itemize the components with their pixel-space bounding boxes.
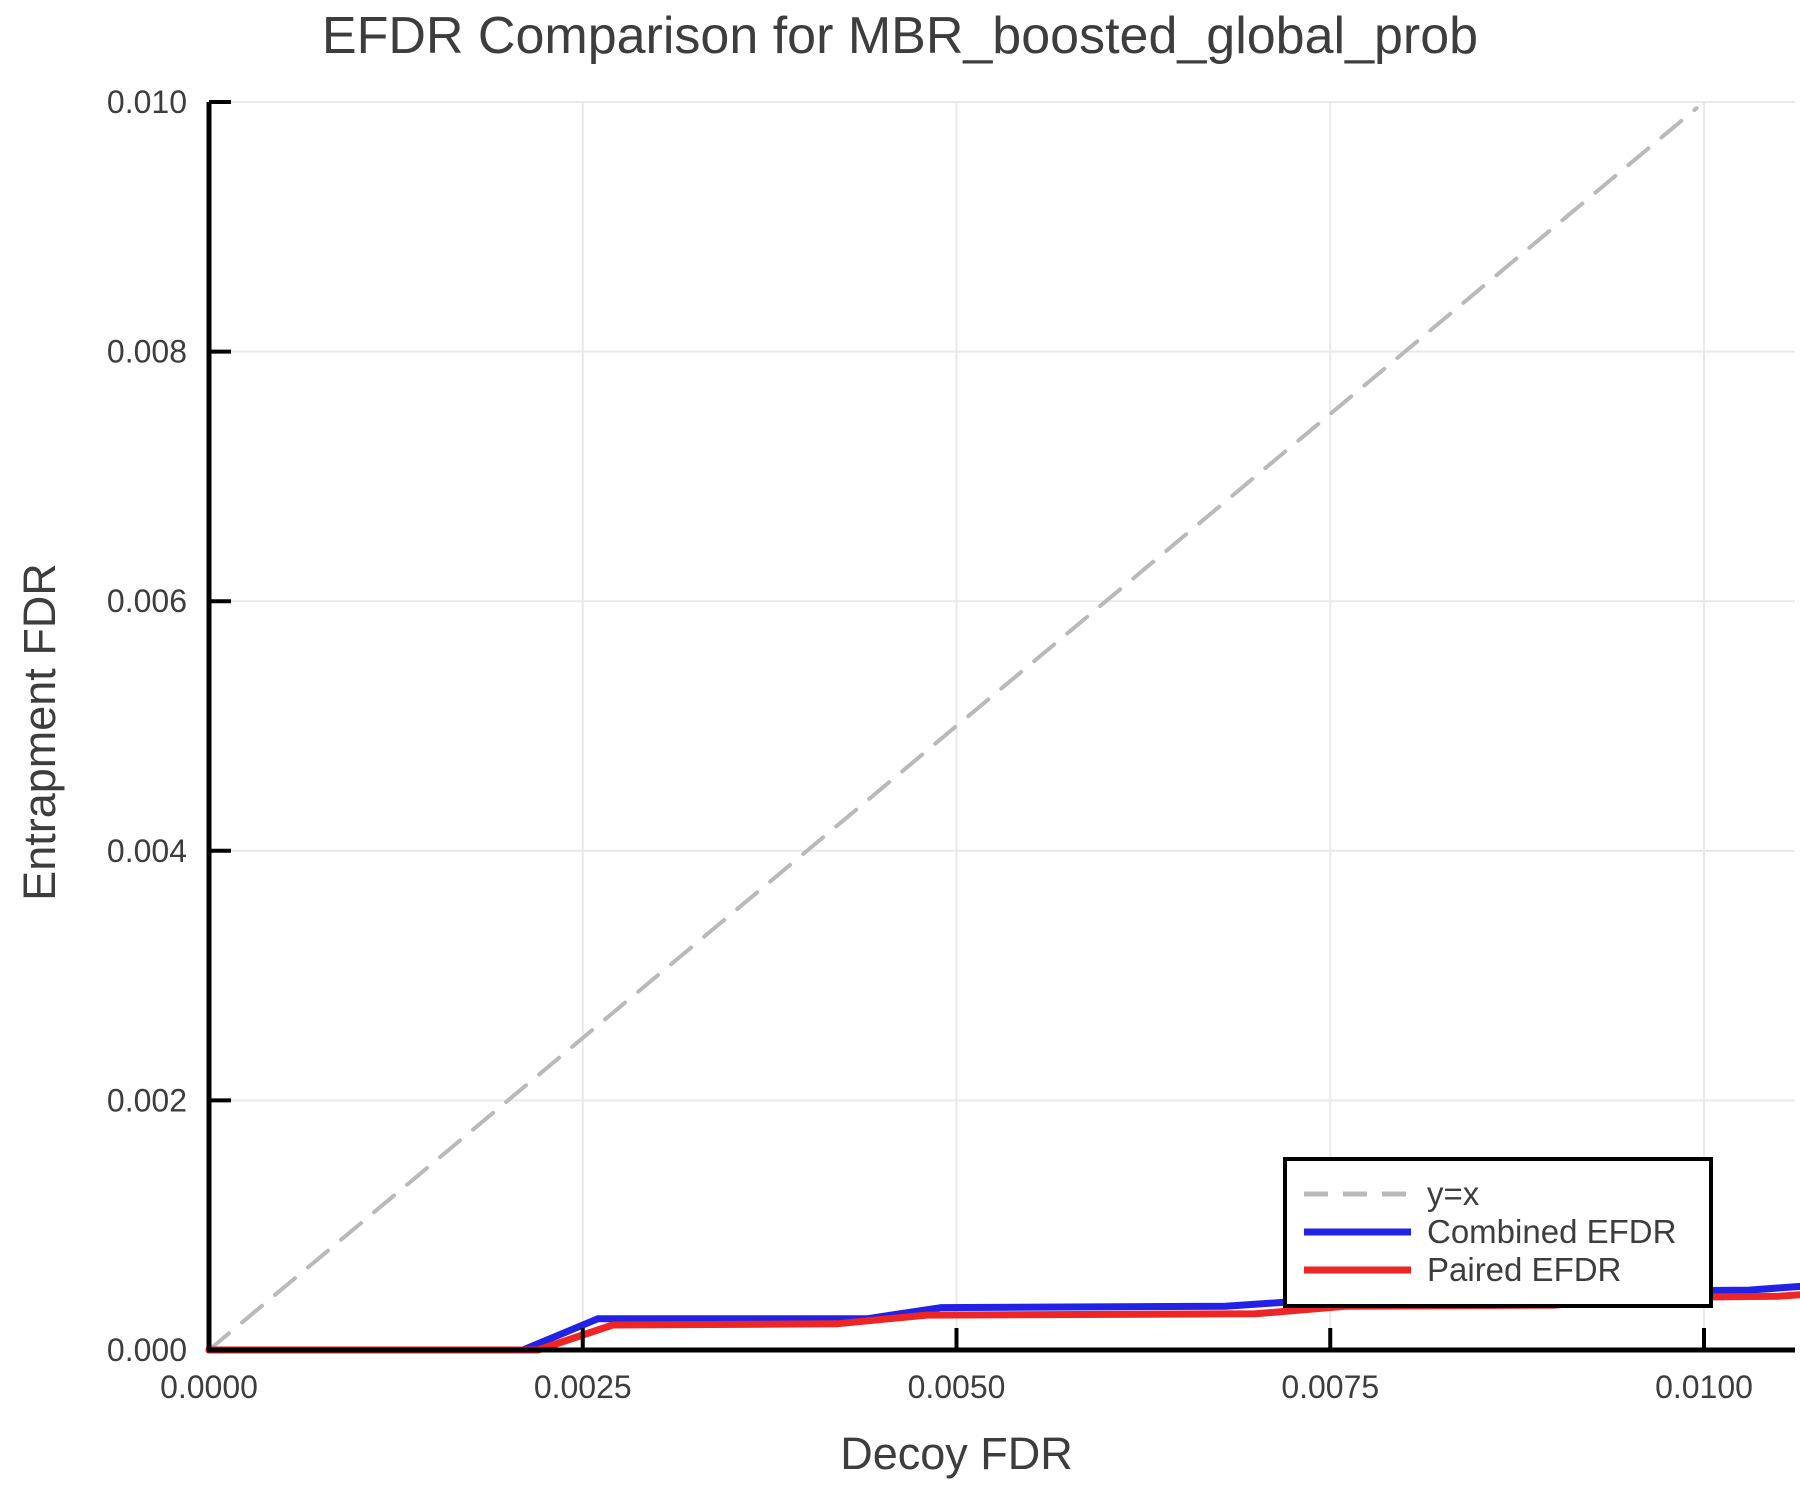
y-tick-label: 0.010 bbox=[107, 84, 187, 120]
tick-labels: 0.0000 0.0025 0.0050 0.0075 0.0100 0.000 0.002… bbox=[107, 84, 1753, 1405]
y-tick-label: 0.000 bbox=[107, 1332, 187, 1368]
combined-line-sample bbox=[1304, 1228, 1411, 1236]
data-series bbox=[205, 106, 1800, 1354]
x-tick-label: 0.0000 bbox=[160, 1369, 258, 1405]
legend-label-identity: y=x bbox=[1427, 1175, 1480, 1212]
legend-item-combined: Combined EFDR bbox=[1304, 1213, 1709, 1251]
legend-label-paired: Paired EFDR bbox=[1427, 1251, 1622, 1288]
x-tick-label: 0.0100 bbox=[1655, 1369, 1753, 1405]
y-tick-label: 0.002 bbox=[107, 1082, 187, 1118]
y-tick-label: 0.008 bbox=[107, 334, 187, 370]
axes bbox=[206, 100, 1795, 1353]
legend: y=x Combined EFDR Paired EFDR bbox=[1283, 1157, 1713, 1308]
chart-title: EFDR Comparison for MBR_boosted_global_p… bbox=[321, 7, 1479, 65]
y-axis-label: Entrapment FDR bbox=[14, 563, 65, 901]
y-tick-label: 0.006 bbox=[107, 583, 187, 619]
legend-label-combined: Combined EFDR bbox=[1427, 1213, 1677, 1250]
x-tick-label: 0.0075 bbox=[1281, 1369, 1379, 1405]
identity-line-sample bbox=[1304, 1191, 1411, 1197]
x-tick-label: 0.0050 bbox=[908, 1369, 1006, 1405]
paired-line-sample bbox=[1304, 1266, 1411, 1274]
x-axis-label: Decoy FDR bbox=[840, 1428, 1073, 1479]
y-tick-label: 0.004 bbox=[107, 833, 187, 869]
identity-line bbox=[207, 106, 1699, 1352]
legend-item-paired: Paired EFDR bbox=[1304, 1251, 1709, 1289]
x-tick-label: 0.0025 bbox=[534, 1369, 632, 1405]
legend-item-identity: y=x bbox=[1304, 1175, 1709, 1213]
